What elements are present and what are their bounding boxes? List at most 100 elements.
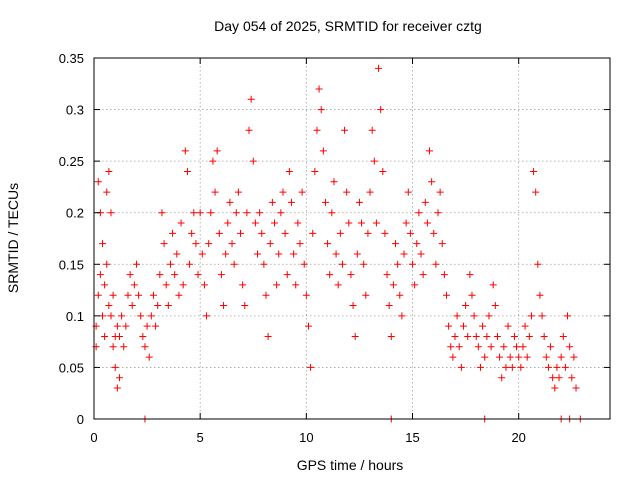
data-point [107,312,115,320]
x-tick-label: 20 [511,430,525,445]
data-point [243,209,251,217]
data-point [453,312,461,320]
data-point [525,332,533,340]
data-point [400,250,408,258]
data-point [304,322,312,330]
data-point [160,240,168,248]
data-point [379,167,387,175]
y-tick-labels: 0 0.05 0.1 0.15 0.2 0.25 0.3 0.35 [59,51,84,427]
data-point [445,322,453,330]
data-point [332,250,340,258]
data-point [149,291,157,299]
axis-ticks [93,57,610,420]
data-point [156,271,164,279]
data-point [542,353,550,361]
data-point [532,188,540,196]
data-point [302,291,310,299]
data-point [394,260,402,268]
data-point [115,332,123,340]
data-point [196,209,204,217]
data-point [203,312,211,320]
data-point [457,363,465,371]
data-point [559,332,567,340]
y-tick-label: 0.1 [66,309,84,324]
data-point [513,343,521,351]
data-point [183,167,191,175]
y-tick-label: 0.35 [59,51,84,66]
data-point [145,353,153,361]
data-point [540,332,548,340]
data-point [200,281,208,289]
data-point [472,332,480,340]
data-point [107,209,115,217]
data-point [534,260,542,268]
data-point [287,198,295,206]
data-point [260,260,268,268]
data-point [247,95,255,103]
data-point [285,167,293,175]
data-point [506,353,514,361]
data-point [224,219,232,227]
data-point [177,219,185,227]
data-point [572,384,580,392]
data-point [372,219,380,227]
data-point [205,240,213,248]
data-point [94,291,102,299]
data-point [296,240,304,248]
data-point [147,312,155,320]
data-point [98,240,106,248]
data-point [105,302,113,310]
data-point [152,322,160,330]
data-point [275,250,283,258]
data-point [319,147,327,155]
data-point [118,312,126,320]
data-point [181,147,189,155]
data-point [268,198,276,206]
data-point [428,178,436,186]
data-point [154,302,162,310]
data-point [132,260,140,268]
data-point [426,147,434,155]
data-point [137,312,145,320]
data-point [462,302,470,310]
y-tick-label: 0.25 [59,154,84,169]
data-point [222,250,230,258]
data-point [468,291,476,299]
data-point [561,363,569,371]
data-point [557,353,565,361]
data-point [211,188,219,196]
data-point [549,374,557,382]
data-point [336,229,344,237]
data-point [126,271,134,279]
data-point [451,332,459,340]
y-tick-label: 0 [77,412,84,427]
data-point [313,126,321,134]
data-point [249,157,257,165]
data-point [500,343,508,351]
data-point [515,353,523,361]
data-point [109,343,117,351]
data-point [190,209,198,217]
y-tick-label: 0.2 [66,206,84,221]
data-point [266,240,274,248]
data-point [470,312,478,320]
data-point [491,302,499,310]
data-point [105,167,113,175]
data-point [230,260,238,268]
data-point [328,209,336,217]
data-point [124,291,132,299]
data-point [406,229,414,237]
data-point [464,332,472,340]
data-point [409,260,417,268]
data-point [283,271,291,279]
data-point [256,209,264,217]
data-point [442,291,450,299]
data-point [538,312,546,320]
data-point [553,363,561,371]
data-point [198,250,206,258]
data-point [258,229,266,237]
data-point [113,322,121,330]
data-point [334,281,342,289]
data-point [96,271,104,279]
data-point [489,281,497,289]
